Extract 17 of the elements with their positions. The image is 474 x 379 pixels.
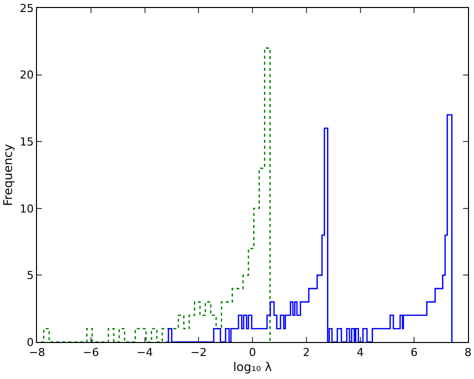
- y-tick-label: 0: [26, 336, 34, 349]
- y-tick-label: 15: [20, 135, 34, 148]
- y-axis-title: Frequency: [1, 144, 16, 206]
- x-tick-label: 0: [249, 346, 256, 360]
- x-tick-label: −8: [28, 346, 46, 360]
- y-tick-label: 20: [20, 68, 34, 82]
- x-tick-label: −6: [82, 346, 99, 360]
- x-tick-label: 6: [410, 346, 418, 360]
- y-tick-label: 25: [20, 2, 34, 15]
- x-tick-label: 8: [464, 346, 472, 360]
- y-tick-label: 5: [26, 269, 34, 282]
- x-axis-title: log₁₀ λ: [233, 360, 272, 374]
- x-tick-label: −4: [136, 346, 153, 360]
- x-tick-label: 4: [356, 346, 364, 360]
- x-tick-label: −2: [190, 346, 207, 360]
- x-tick-label: 2: [302, 346, 310, 360]
- y-tick-label: 10: [20, 202, 34, 216]
